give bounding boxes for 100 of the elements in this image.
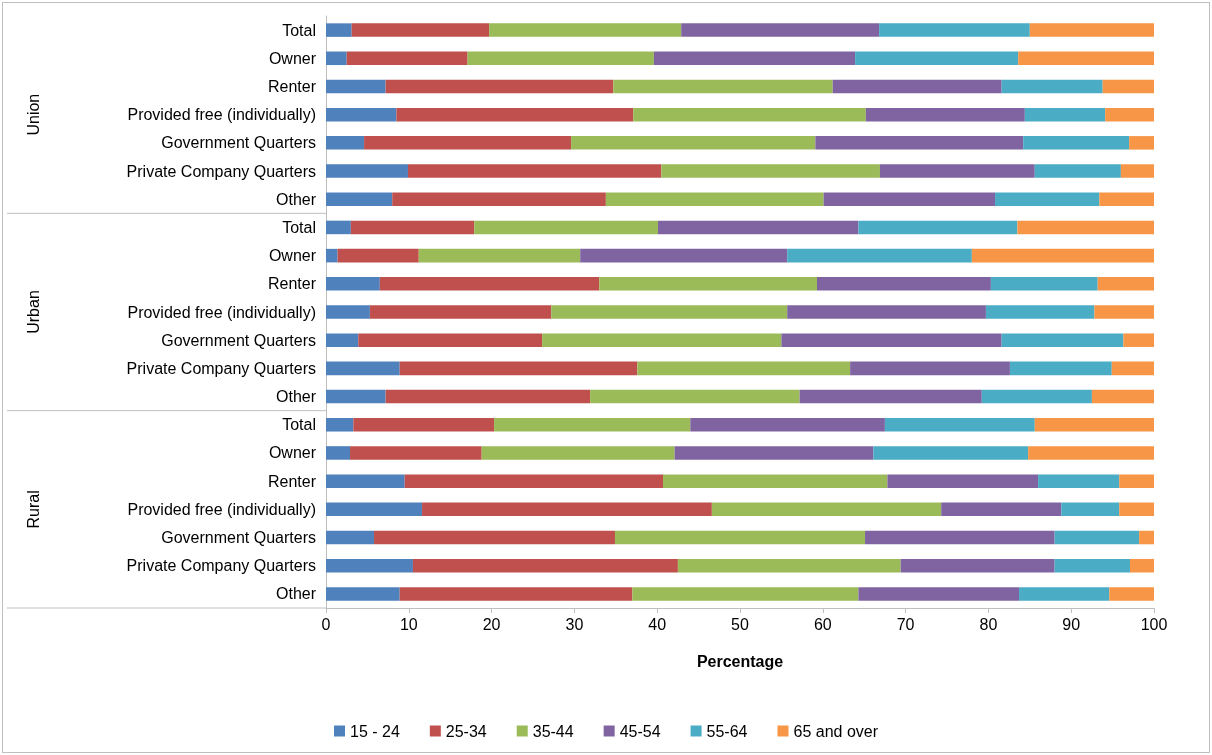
bar	[658, 220, 859, 235]
bar	[1109, 587, 1154, 601]
bar	[1105, 107, 1154, 122]
bar	[858, 587, 1020, 601]
y-tick-label: Private Company Quarters	[126, 557, 316, 575]
bar	[1001, 333, 1124, 347]
bar	[407, 164, 662, 178]
bar	[326, 587, 400, 601]
bar	[551, 305, 788, 319]
x-tick-label: 80	[979, 615, 998, 633]
bar	[351, 23, 490, 37]
bar	[971, 248, 1154, 263]
bar	[379, 277, 600, 291]
bar	[815, 136, 1024, 150]
bar	[326, 164, 408, 178]
bar	[985, 305, 1095, 319]
bar	[580, 248, 788, 263]
bar	[1102, 79, 1154, 94]
bar	[385, 79, 614, 94]
bar	[873, 446, 1029, 460]
legend-label: 55-64	[706, 722, 748, 740]
x-tick-label: 70	[896, 615, 915, 633]
legend-label: 45-54	[619, 722, 661, 740]
bar	[941, 502, 1062, 517]
bar	[399, 587, 633, 601]
bar	[385, 389, 591, 404]
bar	[399, 361, 638, 376]
x-tick-label: 20	[482, 615, 501, 633]
bar	[1018, 51, 1154, 66]
x-tick-label: 40	[648, 615, 667, 633]
bar	[326, 305, 370, 319]
y-tick-label: Private Company Quarters	[126, 359, 316, 377]
bar	[326, 389, 386, 404]
bar	[1097, 277, 1154, 291]
bar	[396, 107, 634, 122]
bar	[1034, 164, 1121, 178]
bar	[823, 192, 996, 206]
bar	[1099, 192, 1154, 206]
bar	[887, 474, 1039, 488]
y-tick-label: Provided free (individually)	[127, 303, 316, 321]
bar	[787, 305, 986, 319]
bar	[799, 389, 982, 404]
bar	[681, 23, 880, 37]
bar	[392, 192, 606, 206]
x-tick-label: 10	[399, 615, 418, 633]
x-tick-label: 60	[813, 615, 832, 633]
bar	[850, 361, 1010, 376]
bar	[326, 23, 352, 37]
bar	[326, 192, 393, 206]
bar	[494, 418, 691, 432]
bar	[1038, 474, 1120, 488]
bar	[337, 248, 419, 263]
bar	[1094, 305, 1154, 319]
bar	[326, 220, 351, 235]
bar	[884, 418, 1035, 432]
bar	[633, 107, 866, 122]
bar	[326, 558, 413, 573]
bar	[858, 220, 1018, 235]
bar	[481, 446, 675, 460]
bar	[326, 418, 354, 432]
bar	[326, 446, 351, 460]
y-tick-label: Other	[275, 388, 317, 406]
bar	[1034, 418, 1154, 432]
bar	[1120, 164, 1154, 178]
bar	[995, 192, 1100, 206]
bar	[1001, 79, 1103, 94]
bar	[1017, 220, 1154, 235]
bar	[879, 23, 1030, 37]
y-tick-label: Other	[275, 585, 317, 603]
x-tick-label: 50	[731, 615, 749, 633]
bar	[787, 248, 972, 263]
bar	[422, 502, 712, 517]
bar	[542, 333, 782, 347]
bar	[474, 220, 659, 235]
text: Rural	[24, 490, 42, 529]
bar	[590, 389, 800, 404]
bar	[817, 277, 991, 291]
bar	[489, 23, 682, 37]
bar	[346, 51, 468, 66]
bar	[599, 277, 817, 291]
x-axis-title: Percentage	[696, 652, 784, 670]
x-tick-label: 30	[565, 615, 584, 633]
bar	[1119, 502, 1154, 517]
bar	[663, 474, 888, 488]
y-tick-label: Government Quarters	[161, 134, 316, 152]
bar	[1009, 361, 1112, 376]
bar	[1054, 558, 1130, 573]
bar	[418, 248, 581, 263]
legend-label: 35-44	[532, 722, 574, 740]
bar	[781, 333, 1002, 347]
y-tick-label: Renter	[267, 275, 317, 293]
y-tick-label: Total	[282, 416, 316, 434]
bar	[326, 474, 405, 488]
bar	[404, 474, 663, 488]
x-tick-label: 90	[1062, 615, 1081, 633]
bar	[855, 51, 1019, 66]
y-tick-label: Total	[282, 218, 316, 236]
bar	[1119, 474, 1154, 488]
bar	[374, 530, 615, 545]
bar	[632, 587, 859, 601]
